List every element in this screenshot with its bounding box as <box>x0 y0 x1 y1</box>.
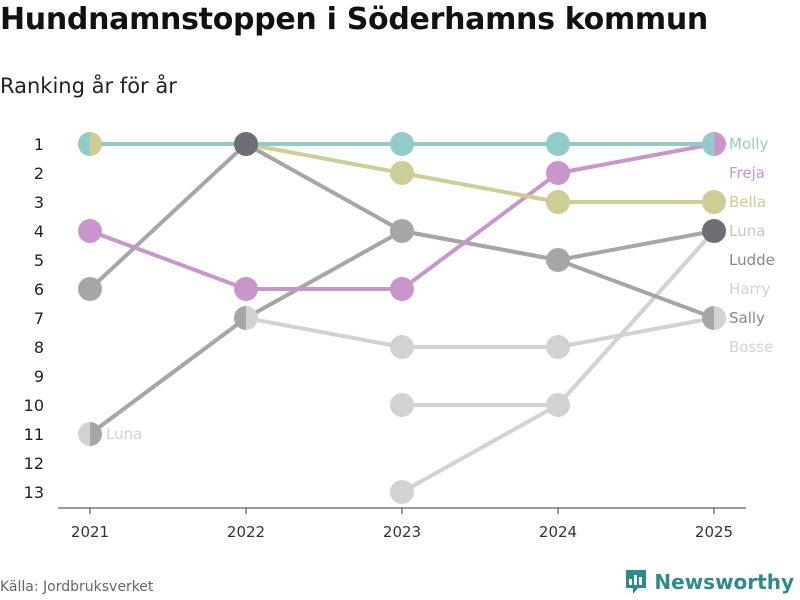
x-tick-label: 2021 <box>71 523 109 541</box>
x-tick-label: 2022 <box>227 523 265 541</box>
data-point-right <box>90 422 102 446</box>
y-tick-label: 4 <box>34 222 44 241</box>
x-tick-label: 2025 <box>695 523 733 541</box>
data-point <box>390 161 414 185</box>
source-note: Källa: Jordbruksverket <box>0 579 154 595</box>
series-line-bosse <box>244 316 716 349</box>
end-label-harry: Harry <box>729 280 771 298</box>
y-tick-label: 2 <box>34 164 44 183</box>
x-tick-label: 2023 <box>383 523 421 541</box>
data-point-right <box>90 132 102 156</box>
data-point-right <box>246 306 258 330</box>
data-point <box>390 393 414 417</box>
data-point <box>78 277 102 301</box>
data-point <box>234 132 258 156</box>
data-point <box>390 219 414 243</box>
end-label-molly: Molly <box>729 135 768 153</box>
data-point <box>546 335 570 359</box>
chart-title: Hundnamnstoppen i Söderhamns kommun <box>0 2 708 37</box>
data-point <box>546 161 570 185</box>
data-point <box>390 335 414 359</box>
data-point-left <box>78 422 90 446</box>
brand-name: Newsworthy <box>654 570 794 594</box>
end-label-sally: Sally <box>729 309 765 327</box>
data-point-left <box>78 132 90 156</box>
bar-chart-icon <box>626 570 647 594</box>
series-lines <box>88 142 716 494</box>
data-point <box>546 393 570 417</box>
chart-subtitle: Ranking år för år <box>0 74 177 98</box>
y-tick-label: 3 <box>34 193 44 212</box>
data-point <box>78 219 102 243</box>
y-tick-label: 10 <box>24 396 44 415</box>
brand-logo: Newsworthy <box>624 568 794 596</box>
y-tick-label: 12 <box>24 454 44 473</box>
inline-label-luna: Luna <box>106 425 142 443</box>
data-point <box>546 132 570 156</box>
data-point-left <box>702 132 714 156</box>
data-point <box>546 190 570 214</box>
data-point <box>390 480 414 504</box>
y-tick-label: 6 <box>34 280 44 299</box>
series-markers <box>78 132 726 504</box>
data-point <box>234 277 258 301</box>
y-tick-label: 7 <box>34 309 44 328</box>
y-tick-label: 1 <box>34 135 44 154</box>
y-tick-label: 11 <box>24 425 44 444</box>
y-tick-label: 8 <box>34 338 44 357</box>
data-point-right <box>714 132 726 156</box>
data-point <box>702 219 726 243</box>
data-point-right <box>714 306 726 330</box>
data-point-left <box>234 306 246 330</box>
data-point <box>546 248 570 272</box>
data-point <box>390 277 414 301</box>
end-label-bosse: Bosse <box>729 338 773 356</box>
y-tick-label: 9 <box>34 367 44 386</box>
end-label-bella: Bella <box>729 193 766 211</box>
data-point <box>702 190 726 214</box>
end-label-freja: Freja <box>729 164 765 182</box>
data-point-left <box>702 306 714 330</box>
y-tick-label: 13 <box>24 483 44 502</box>
x-tick-label: 2024 <box>539 523 577 541</box>
y-tick-label: 5 <box>34 251 44 270</box>
end-label-luna: Luna <box>729 222 765 240</box>
data-point <box>390 132 414 156</box>
end-label-ludde: Ludde <box>729 251 775 269</box>
x-axis: 2021 2022 2023 2024 2025 <box>58 507 746 541</box>
end-labels: Molly Freja Bella Luna Ludde Harry Sally Bosse L… <box>106 135 775 443</box>
